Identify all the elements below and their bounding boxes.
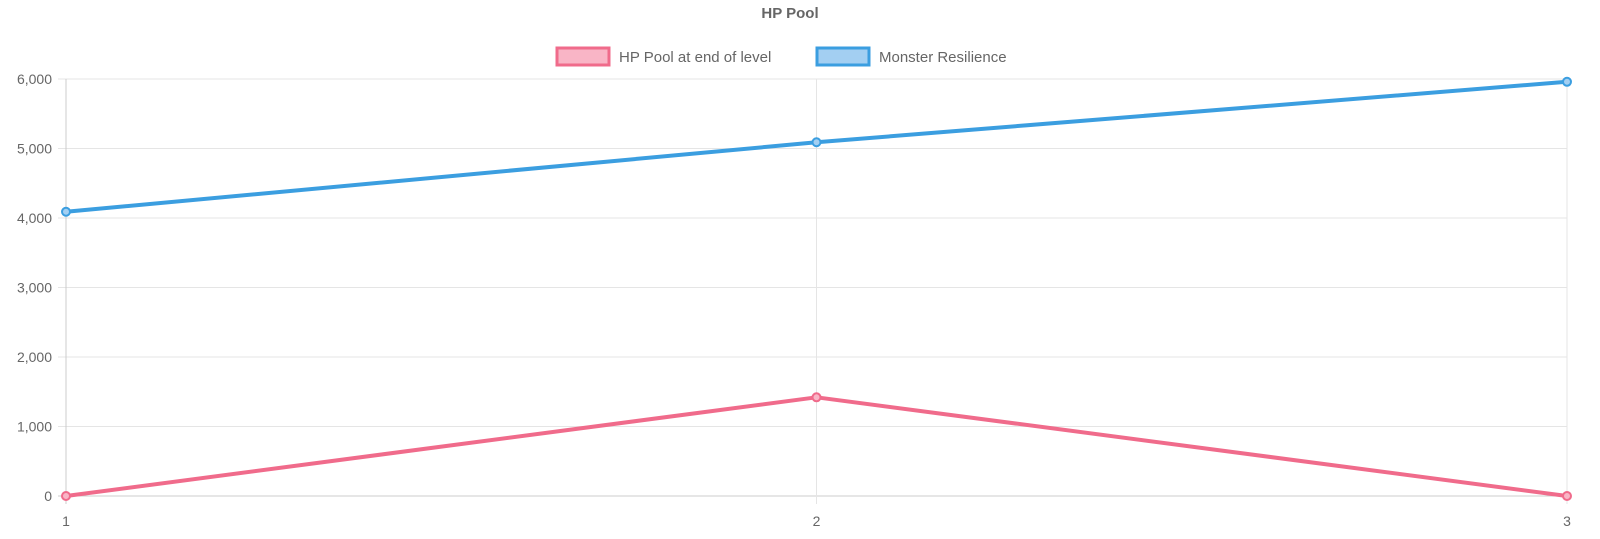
data-point: [811, 392, 822, 403]
y-tick-label: 1,000: [17, 419, 52, 435]
data-point: [1562, 491, 1572, 501]
x-tick-label: 2: [813, 513, 821, 529]
grid-lines: [58, 78, 1568, 504]
data-point: [61, 491, 71, 501]
data-point: [811, 137, 822, 148]
y-tick-label: 4,000: [17, 210, 52, 226]
y-tick-label: 5,000: [17, 141, 52, 157]
legend-swatch: [555, 46, 611, 67]
series-lines: [61, 76, 1572, 501]
legend-label: HP Pool at end of level: [619, 49, 771, 66]
legend-swatch: [815, 46, 871, 67]
axes: 0 1,000 2,000 3,000 4,000 5,000 6,000 1 2 3: [17, 71, 1571, 529]
data-point: [1562, 76, 1572, 87]
y-tick-label: 3,000: [17, 280, 52, 296]
y-tick-label: 6,000: [17, 71, 52, 87]
x-tick-label: 1: [62, 513, 70, 529]
y-tick-label: 2,000: [17, 349, 52, 365]
y-tick-label: 0: [44, 488, 52, 504]
x-tick-label: 3: [1563, 513, 1571, 529]
data-point: [61, 206, 71, 217]
legend-label: Monster Resilience: [879, 49, 1007, 66]
chart-title: HP Pool: [761, 5, 818, 22]
legend: HP Pool at end of level Monster Resilienc…: [555, 46, 1007, 67]
